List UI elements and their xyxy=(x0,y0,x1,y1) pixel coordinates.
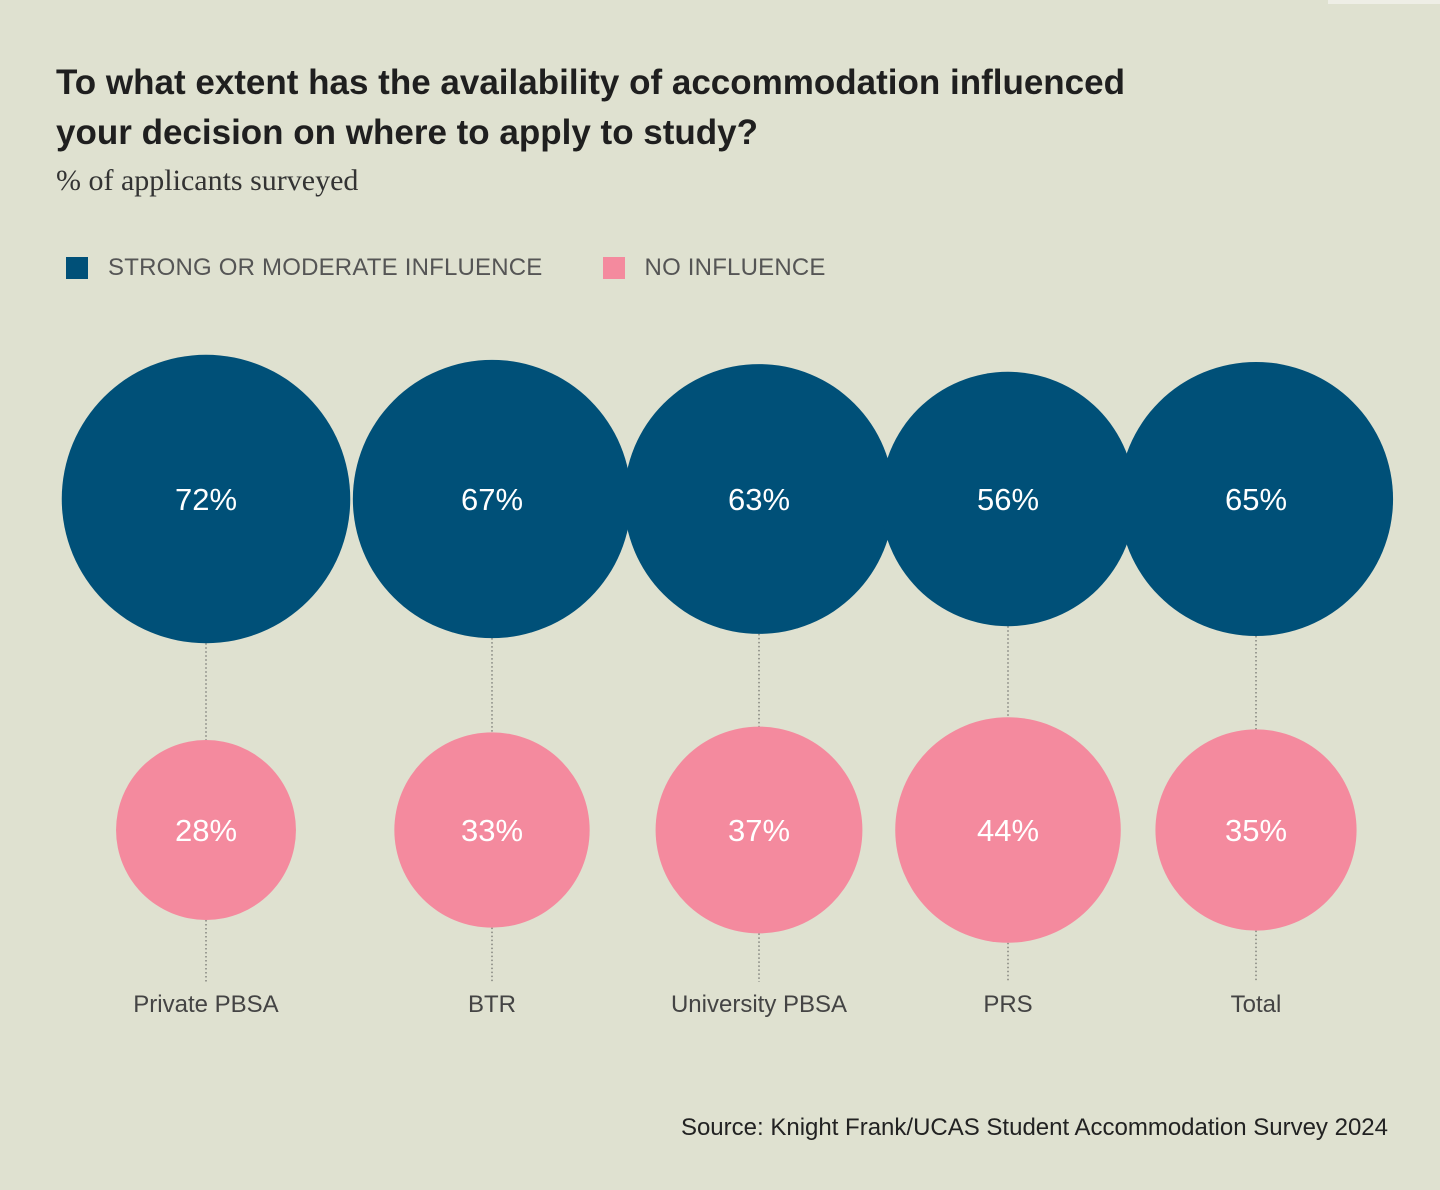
category-label-prs: PRS xyxy=(983,991,1032,1018)
bubble-none-label-prs: 44% xyxy=(977,813,1039,848)
bubble-none-label-total: 35% xyxy=(1225,813,1287,848)
category-label-btr: BTR xyxy=(468,991,516,1018)
category-label-private-pbsa: Private PBSA xyxy=(133,991,278,1018)
bubble-strong-university-pbsa xyxy=(624,364,894,634)
legend-item-none: NO INFLUENCE xyxy=(602,254,826,282)
bubble-none-total xyxy=(1155,729,1357,931)
bubble-strong-label-total: 65% xyxy=(1225,482,1287,517)
legend-label-strong: STRONG OR MODERATE INFLUENCE xyxy=(108,254,543,281)
category-label-total: Total xyxy=(1231,991,1282,1018)
bubble-strong-label-private-pbsa: 72% xyxy=(175,482,237,517)
bubble-strong-private-pbsa xyxy=(61,354,351,644)
corner-tab xyxy=(1328,0,1440,4)
legend-swatch-strong xyxy=(66,257,88,279)
legend-item-strong: STRONG OR MODERATE INFLUENCE xyxy=(66,254,543,282)
legend-label-none: NO INFLUENCE xyxy=(644,254,826,281)
bubble-none-btr xyxy=(394,732,590,928)
bubble-none-label-btr: 33% xyxy=(461,813,523,848)
bubble-strong-prs xyxy=(880,371,1136,627)
category-label-university-pbsa: University PBSA xyxy=(671,991,847,1018)
bubble-none-label-private-pbsa: 28% xyxy=(175,813,237,848)
source-note: Source: Knight Frank/UCAS Student Accomm… xyxy=(680,1114,1388,1141)
legend: STRONG OR MODERATE INFLUENCE NO INFLUENC… xyxy=(66,254,886,282)
chart-subtitle: % of applicants surveyed xyxy=(56,164,359,197)
bubble-strong-label-btr: 67% xyxy=(461,482,523,517)
bubble-none-university-pbsa xyxy=(655,726,863,934)
chart-title: To what extent has the availability of a… xyxy=(56,63,1125,152)
bubble-strong-btr xyxy=(352,359,632,639)
bubble-strong-label-prs: 56% xyxy=(977,482,1039,517)
bubble-strong-total xyxy=(1118,361,1394,637)
bubble-none-prs xyxy=(895,717,1121,943)
bubble-none-label-university-pbsa: 37% xyxy=(728,813,790,848)
legend-swatch-none xyxy=(602,257,625,279)
bubble-none-private-pbsa xyxy=(116,740,296,920)
bubble-strong-label-university-pbsa: 63% xyxy=(728,482,790,517)
